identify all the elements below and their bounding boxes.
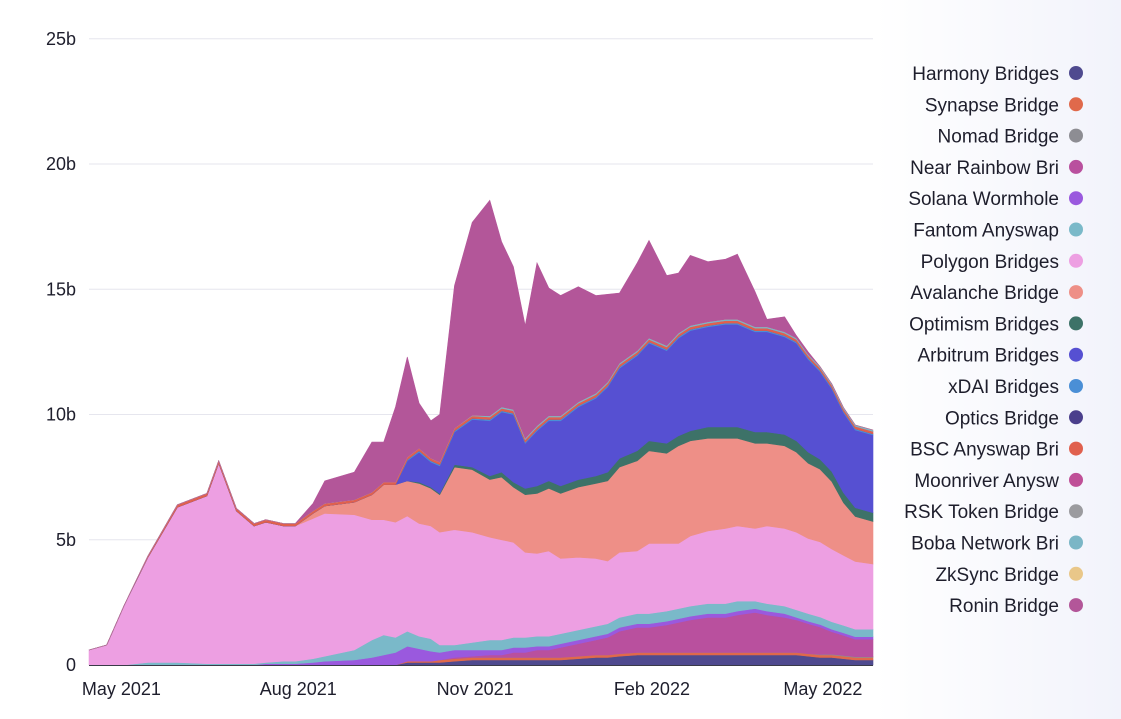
- legend-label: Optics Bridge: [945, 408, 1059, 429]
- legend-swatch: [1069, 566, 1083, 581]
- y-tick-label: 20b: [46, 154, 76, 174]
- legend-label: Synapse Bridge: [925, 95, 1059, 116]
- legend-label: Avalanche Bridge: [910, 283, 1059, 304]
- legend-swatch: [1069, 128, 1083, 143]
- legend-swatch: [1069, 472, 1083, 487]
- y-tick-label: 5b: [56, 530, 76, 550]
- legend-swatch: [1069, 379, 1083, 393]
- legend-swatch: [1069, 97, 1083, 112]
- legend-label: Solana Wormhole: [908, 189, 1059, 210]
- legend-item[interactable]: ZkSync Bridge: [935, 565, 1083, 586]
- legend-item[interactable]: Avalanche Bridge: [910, 283, 1083, 304]
- area-series: [88, 199, 874, 666]
- x-tick-label: Nov 2021: [437, 679, 514, 699]
- legend-swatch: [1069, 410, 1083, 425]
- y-tick-label: 25b: [46, 29, 76, 49]
- y-tick-label: 15b: [46, 279, 76, 299]
- legend-label: Optimism Bridges: [909, 314, 1059, 335]
- legend-label: Ronin Bridge: [949, 596, 1059, 617]
- legend-label: Boba Network Bri: [911, 534, 1059, 555]
- x-tick-label: Aug 2021: [260, 679, 337, 699]
- legend-item[interactable]: Arbitrum Bridges: [918, 346, 1084, 367]
- legend-item[interactable]: BSC Anyswap Bri: [910, 440, 1083, 461]
- legend-label: BSC Anyswap Bri: [910, 440, 1059, 461]
- legend-swatch: [1069, 191, 1083, 206]
- legend-item[interactable]: Harmony Bridges: [912, 64, 1083, 85]
- legend-label: Harmony Bridges: [912, 64, 1059, 85]
- legend-item[interactable]: Boba Network Bri: [911, 534, 1083, 555]
- legend-label: Polygon Bridges: [921, 252, 1059, 273]
- legend-swatch: [1069, 441, 1083, 456]
- legend-item[interactable]: Synapse Bridge: [925, 95, 1083, 116]
- legend-label: xDAI Bridges: [948, 377, 1059, 398]
- y-tick-label: 0: [66, 655, 76, 675]
- legend-label: Nomad Bridge: [938, 127, 1059, 148]
- legend-swatch: [1069, 285, 1083, 300]
- x-tick-label: May 2022: [783, 679, 862, 699]
- legend-swatch: [1069, 504, 1083, 519]
- y-tick-labels: 0 5b 10b 15b 20b 25b: [46, 29, 76, 675]
- legend-label: Fantom Anyswap: [913, 221, 1059, 242]
- legend-item[interactable]: Fantom Anyswap: [913, 221, 1083, 242]
- x-tick-label: May 2021: [82, 679, 161, 699]
- legend-label: Near Rainbow Bri: [910, 158, 1059, 179]
- y-tick-label: 10b: [46, 405, 76, 425]
- legend-item[interactable]: RSK Token Bridge: [904, 502, 1083, 523]
- x-tick-label: Feb 2022: [614, 679, 690, 699]
- legend-swatch: [1069, 347, 1083, 362]
- legend-item[interactable]: Near Rainbow Bri: [910, 158, 1083, 179]
- legend-swatch: [1069, 598, 1083, 613]
- legend-item[interactable]: xDAI Bridges: [948, 377, 1083, 398]
- legend-item[interactable]: Solana Wormhole: [908, 189, 1083, 210]
- legend-item[interactable]: Optics Bridge: [945, 408, 1083, 429]
- legend-label: Arbitrum Bridges: [918, 346, 1060, 367]
- legend-swatch: [1069, 253, 1083, 268]
- x-tick-labels: May 2021 Aug 2021 Nov 2021 Feb 2022 May 2022: [82, 679, 863, 699]
- legend: Harmony Bridges Synapse Bridge Nomad Bridg…: [904, 64, 1083, 617]
- legend-item[interactable]: Ronin Bridge: [949, 596, 1083, 617]
- area-series-17: [88, 199, 874, 651]
- legend-item[interactable]: Polygon Bridges: [921, 252, 1083, 273]
- legend-label: RSK Token Bridge: [904, 502, 1059, 523]
- legend-label: Moonriver Anysw: [914, 471, 1059, 492]
- legend-swatch: [1069, 316, 1083, 331]
- legend-swatch: [1069, 222, 1083, 237]
- legend-swatch: [1069, 66, 1083, 80]
- legend-item[interactable]: Optimism Bridges: [909, 314, 1083, 335]
- legend-swatch: [1069, 535, 1083, 550]
- legend-item[interactable]: Moonriver Anysw: [914, 471, 1083, 492]
- legend-label: ZkSync Bridge: [935, 565, 1059, 586]
- legend-item[interactable]: Nomad Bridge: [938, 127, 1083, 148]
- legend-swatch: [1069, 159, 1083, 174]
